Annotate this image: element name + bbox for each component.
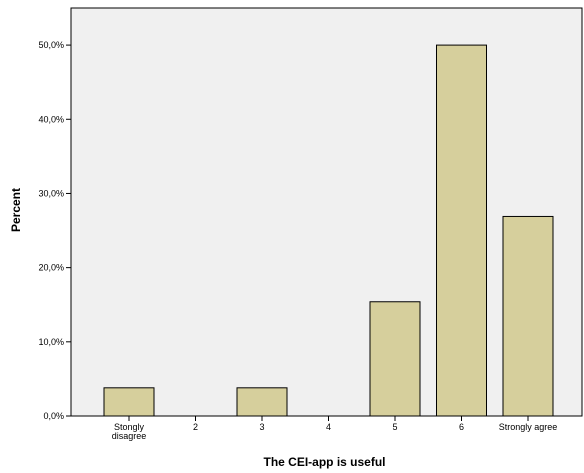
- bars-group: [103, 44, 554, 417]
- x-tick-label: 5: [392, 422, 397, 432]
- x-tick-label: Stongly disagree: [112, 422, 147, 441]
- y-tick-label: 10,0%: [38, 337, 64, 347]
- bar: [502, 215, 554, 417]
- y-tick-label: 50,0%: [38, 40, 64, 50]
- y-axis-title: Percent: [9, 188, 23, 232]
- x-tick-label: 4: [326, 422, 331, 432]
- x-tick-label: 6: [459, 422, 464, 432]
- x-tick-label: Strongly agree: [499, 422, 558, 432]
- bar: [436, 44, 487, 417]
- plot-area: [70, 7, 583, 417]
- y-axis: 0,0% 10,0% 20,0% 30,0% 40,0% 50,0%: [38, 40, 71, 421]
- bar: [236, 387, 288, 417]
- y-tick-label: 40,0%: [38, 114, 64, 124]
- x-axis-title: The CEI-app is useful: [263, 455, 385, 469]
- x-tick-label: 2: [193, 422, 198, 432]
- bar: [103, 387, 155, 417]
- x-axis: Stongly disagree 2 3 4 5 6 Strongly agree: [112, 416, 558, 441]
- bar: [369, 301, 421, 417]
- y-tick-label: 30,0%: [38, 188, 64, 198]
- y-tick-label: 20,0%: [38, 263, 64, 273]
- y-tick-label: 0,0%: [43, 411, 64, 421]
- x-tick-label: 3: [259, 422, 264, 432]
